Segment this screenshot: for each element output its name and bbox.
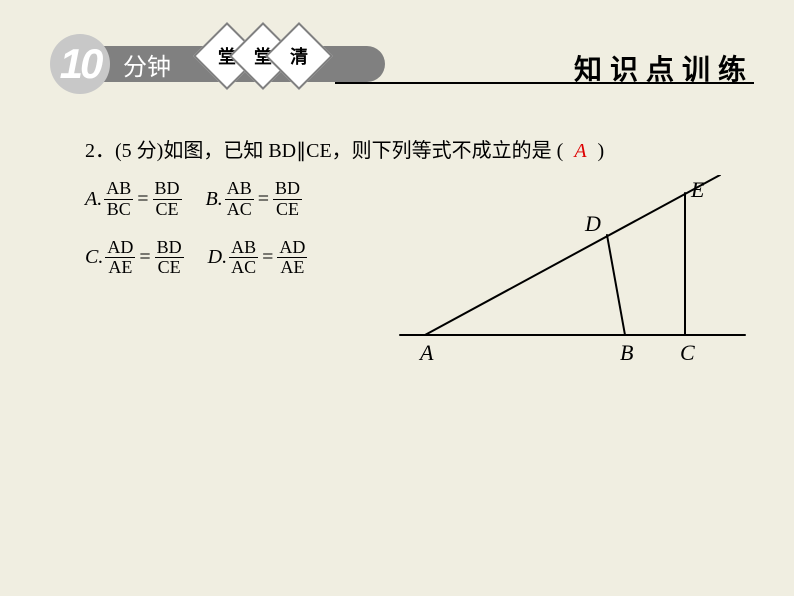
- frac-a1: AB BC: [104, 179, 133, 220]
- option-d: D. AB AC = AD AE: [208, 238, 308, 279]
- question-prefix: 2．(5 分)如图，已知 BD∥CE，则下列等式不成立的是 (: [85, 140, 563, 162]
- frac-d2: AD AE: [277, 238, 307, 279]
- number-circle: 10: [50, 34, 110, 94]
- number-10: 10: [60, 40, 101, 88]
- badge-container: 分钟 10 堂 堂 清: [50, 40, 340, 88]
- svg-text:C: C: [680, 340, 695, 365]
- question-answer: A: [568, 140, 592, 162]
- frac-b1: AB AC: [225, 179, 254, 220]
- frac-c2: BD CE: [155, 238, 184, 279]
- frac-d1: AB AC: [229, 238, 258, 279]
- frac-b2: BD CE: [273, 179, 302, 220]
- frac-c1: AD AE: [105, 238, 135, 279]
- diamond-3: 清: [265, 22, 333, 90]
- svg-text:B: B: [620, 340, 633, 365]
- question-text: 2．(5 分)如图，已知 BD∥CE，则下列等式不成立的是 ( A ): [85, 135, 754, 167]
- svg-text:D: D: [584, 211, 601, 236]
- diamond-row: 堂 堂 清: [215, 32, 323, 80]
- header-underline: [335, 82, 754, 84]
- option-a: A. AB BC = BD CE: [85, 179, 182, 220]
- frac-a2: BD CE: [153, 179, 182, 220]
- option-c: C. AD AE = BD CE: [85, 238, 184, 279]
- page-header: 分钟 10 堂 堂 清 知识点训练: [0, 40, 794, 90]
- svg-text:E: E: [690, 177, 705, 202]
- option-b: B. AB AC = BD CE: [206, 179, 303, 220]
- geometry-diagram: A B C D E: [395, 175, 765, 375]
- question-suffix: ): [598, 140, 605, 162]
- minutes-text: 分钟: [123, 47, 171, 82]
- svg-text:A: A: [418, 340, 434, 365]
